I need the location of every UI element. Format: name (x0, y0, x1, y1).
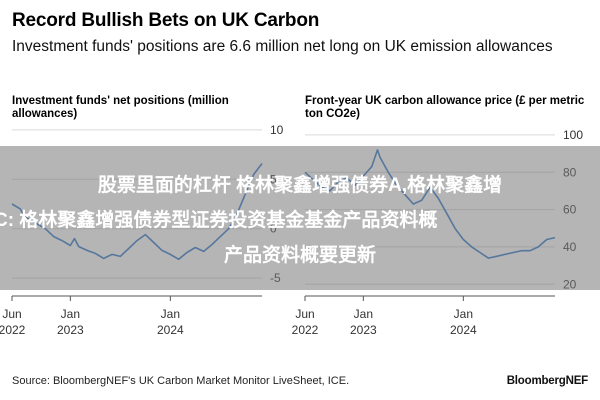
x-tick-year: 2022 (292, 323, 319, 337)
x-tick-month: Jan (161, 307, 180, 321)
x-tick-month: Jun (295, 307, 314, 321)
x-tick-month: Jun (2, 307, 21, 321)
brand-logo-text: BloombergNEF (506, 375, 588, 387)
left-panel-title: Investment funds' net positions (million… (12, 95, 229, 120)
x-tick-year: 2023 (57, 323, 84, 337)
x-tick-month: Jan (454, 307, 473, 321)
overlay-text-line-1: 股票里面的杠杆 格林聚鑫增强债券A,格林聚鑫增 (97, 175, 503, 196)
y-tick-label: 100 (563, 128, 583, 142)
x-tick-year: 2024 (157, 323, 184, 337)
x-tick-month: Jan (61, 307, 80, 321)
right-panel-title: Front-year UK carbon allowance price (£ … (305, 95, 585, 120)
x-tick-year: 2024 (450, 323, 477, 337)
chart-title: Record Bullish Bets on UK Carbon (12, 10, 320, 31)
overlay-text-line-2: C: 格林聚鑫增强债券型证券投资基金基金产品资料概 (0, 210, 438, 231)
overlay-text-line-3: 产品资料概要更新 (223, 245, 376, 266)
y-tick-label: 10 (270, 123, 284, 137)
source-note: Source: BloombergNEF's UK Carbon Market … (12, 375, 350, 387)
x-tick-year: 2022 (0, 323, 26, 337)
x-tick-year: 2023 (350, 323, 377, 337)
x-tick-month: Jan (354, 307, 373, 321)
overlay-banner (0, 146, 600, 290)
chart-subtitle: Investment funds' positions are 6.6 mill… (12, 38, 553, 55)
